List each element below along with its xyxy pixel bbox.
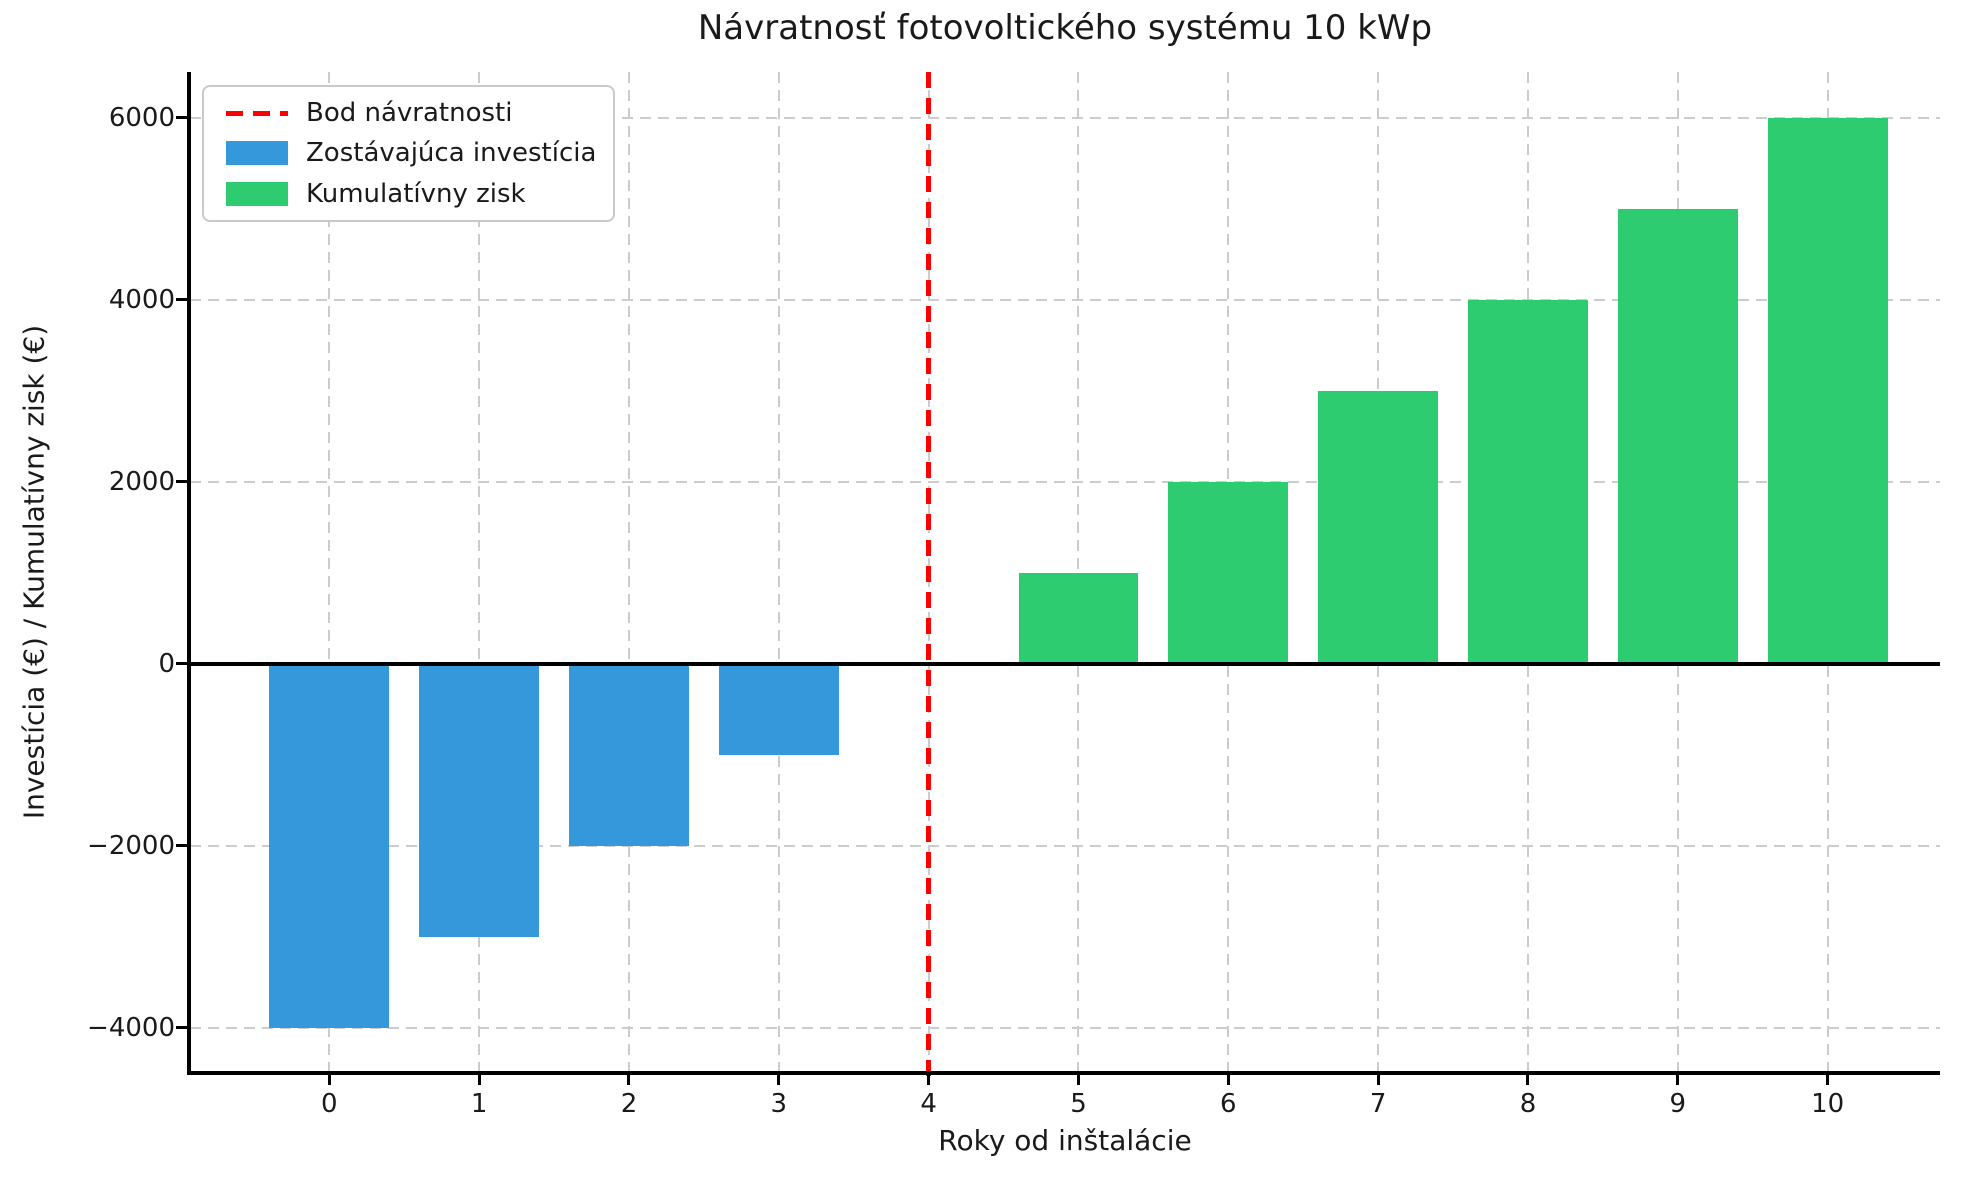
x-tick-mark	[1376, 1075, 1380, 1085]
bar-year-10-profit	[1767, 117, 1888, 664]
y-tick-label: 0	[158, 648, 175, 679]
y-tick-label: 2000	[108, 466, 175, 497]
x-tick-label: 1	[470, 1089, 488, 1119]
bar-year-0-investment	[269, 663, 390, 1028]
legend-item-investment: Zostávajúca investícia	[226, 133, 613, 173]
x-tick-label: 5	[1070, 1089, 1087, 1119]
legend-item-profit: Kumulatívny zisk	[226, 174, 613, 214]
vertical-gridline	[627, 72, 630, 1073]
y-tick-label: −4000	[87, 1012, 175, 1043]
bar-year-2-investment	[569, 663, 689, 846]
bar-year-5-profit	[1018, 572, 1139, 664]
legend-label-profit: Kumulatívny zisk	[306, 178, 526, 209]
x-tick-mark	[1826, 1075, 1830, 1085]
x-axis-label: Roky od inštalácie	[938, 1124, 1192, 1157]
x-tick-mark	[1226, 1075, 1230, 1085]
vertical-gridline	[328, 72, 331, 1073]
bar-year-7-profit	[1318, 390, 1439, 664]
legend-item-breakeven: Bod návratnosti	[226, 93, 613, 133]
bar-year-1-investment	[419, 663, 540, 937]
y-tick-label: 4000	[108, 284, 175, 315]
x-tick-mark	[477, 1075, 481, 1085]
bar-year-3-investment	[718, 663, 839, 755]
vertical-gridline	[478, 72, 481, 1073]
x-tick-mark	[777, 1075, 781, 1085]
green-swatch	[226, 181, 288, 206]
bar-year-8-profit	[1468, 299, 1588, 664]
y-tick-mark	[176, 662, 188, 665]
x-tick-mark	[1676, 1075, 1680, 1085]
y-tick-mark	[176, 480, 188, 483]
horizontal-gridline	[190, 1026, 1940, 1029]
legend-label-breakeven: Bod návratnosti	[306, 98, 513, 129]
horizontal-gridline	[190, 844, 1940, 847]
horizontal-gridline	[190, 298, 1940, 301]
red-dashed-line-swatch	[226, 110, 288, 116]
x-tick-mark	[927, 1075, 931, 1085]
y-tick-label: 6000	[108, 102, 175, 133]
horizontal-gridline	[190, 480, 1940, 483]
x-axis-spine	[187, 1071, 1940, 1075]
y-tick-mark	[176, 844, 188, 847]
x-tick-mark	[327, 1075, 331, 1085]
horizontal-gridline	[190, 116, 1940, 119]
bar-year-9-profit	[1617, 208, 1738, 664]
x-tick-label: 3	[770, 1089, 788, 1119]
y-axis-label: Investícia (€) / Kumulatívny zisk (€)	[17, 324, 51, 820]
x-tick-label: 4	[920, 1089, 937, 1119]
chart-title: Návratnosť fotovoltického systému 10 kWp	[697, 8, 1433, 48]
y-axis-spine	[187, 72, 191, 1075]
x-tick-label: 2	[620, 1089, 638, 1119]
y-tick-mark	[176, 298, 188, 301]
x-tick-label: 0	[321, 1089, 338, 1119]
y-tick-label: −2000	[87, 830, 175, 861]
x-tick-label: 10	[1811, 1089, 1845, 1119]
x-tick-label: 8	[1519, 1089, 1537, 1119]
zero-line	[190, 661, 1940, 666]
breakeven-line	[926, 72, 932, 1079]
x-tick-label: 9	[1669, 1089, 1687, 1119]
legend-label-investment: Zostávajúca investícia	[306, 138, 597, 169]
y-tick-mark	[176, 116, 188, 119]
x-tick-mark	[627, 1075, 631, 1085]
y-tick-mark	[176, 1026, 188, 1029]
x-tick-label: 6	[1220, 1089, 1237, 1119]
legend: Bod návratnosti Zostávajúca investícia K…	[202, 85, 615, 222]
blue-swatch	[226, 141, 288, 166]
vertical-gridline	[777, 72, 780, 1073]
x-tick-mark	[1526, 1075, 1530, 1085]
bar-year-6-profit	[1168, 481, 1289, 664]
x-tick-label: 7	[1369, 1089, 1387, 1119]
x-tick-mark	[1076, 1075, 1080, 1085]
